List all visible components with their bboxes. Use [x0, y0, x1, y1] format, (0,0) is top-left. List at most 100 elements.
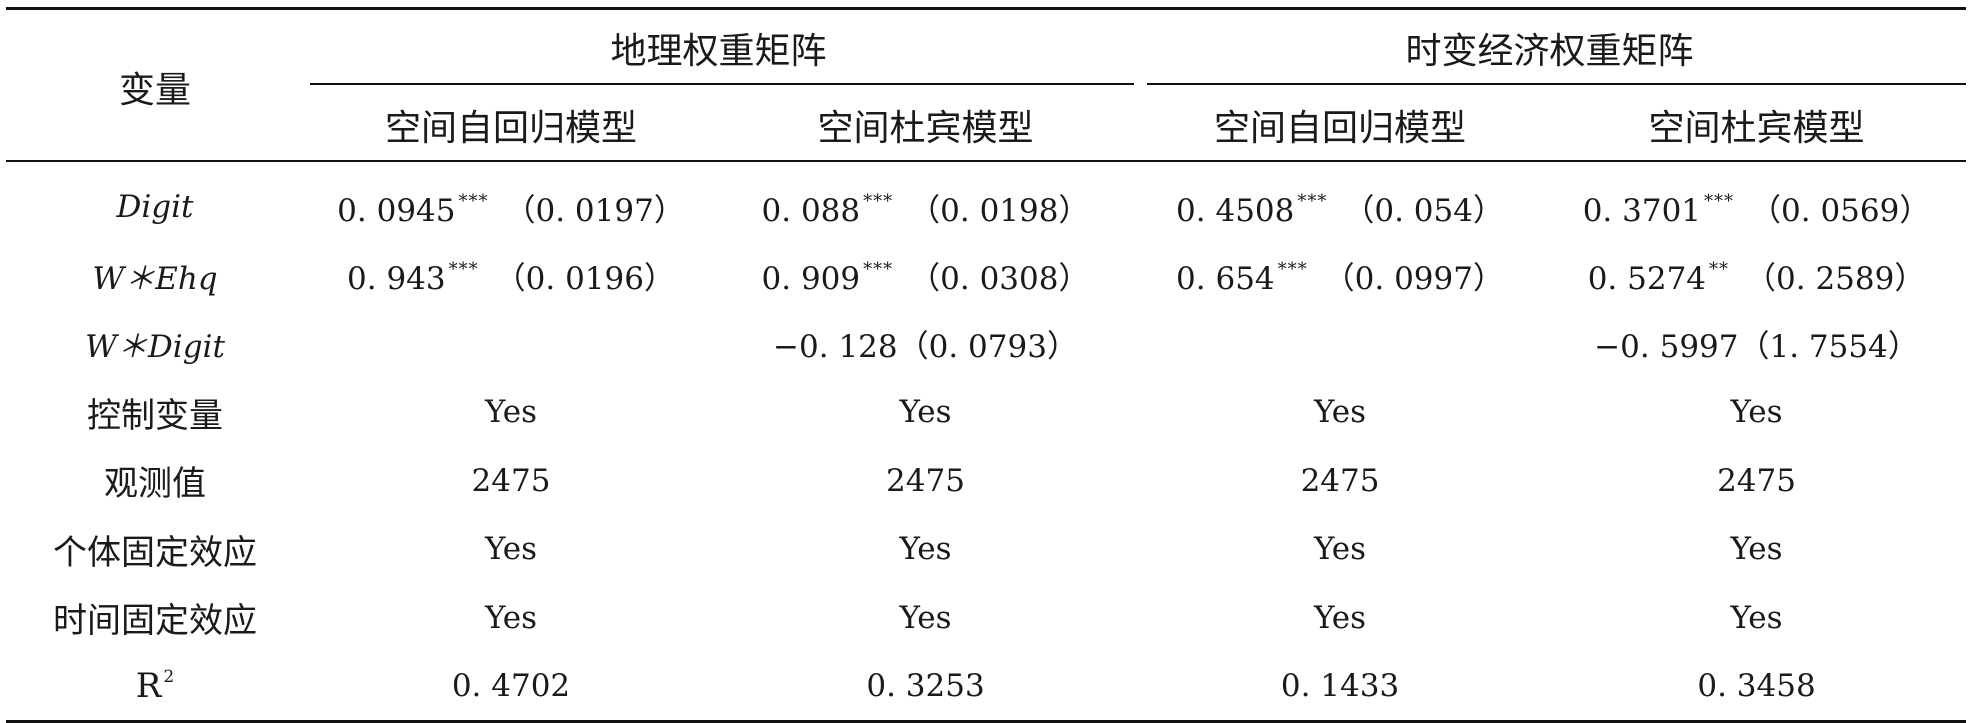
table-cell: 2475	[1547, 447, 1966, 515]
standard-error: （0. 0198）	[909, 192, 1090, 229]
row-label-text: 个体固定效应	[53, 532, 257, 573]
cell-text: 0. 4702	[451, 667, 571, 704]
row-label: W＊Ehq	[6, 241, 304, 309]
table-header: 变量 地理权重矩阵 时变经济权重矩阵 空间自回归模型 空间杜宾模型 空间自回归模…	[6, 9, 1966, 164]
table-cell: Yes	[718, 515, 1133, 583]
cell-text: Yes	[1730, 599, 1783, 636]
significance-stars: ***	[1704, 190, 1735, 212]
table-row: W＊Ehq 0. 943 *** （0. 0196） 0. 909 *** （0. 0308…	[6, 241, 1966, 309]
table-cell: Yes	[718, 378, 1133, 446]
coefficient-value: 0. 4508	[1176, 192, 1295, 229]
cell-text: Yes	[1314, 599, 1367, 636]
cell-text: 0. 3458	[1697, 667, 1816, 704]
row-label: 时间固定效应	[6, 583, 304, 651]
group-rule-economic	[1147, 83, 1966, 85]
table-cell: Yes	[304, 515, 718, 583]
cell-text: 0. 1433	[1280, 667, 1400, 704]
row-label-text: 时间固定效应	[53, 601, 257, 642]
table-cell	[304, 310, 718, 378]
table-row: 个体固定效应 Yes Yes Yes Yes	[6, 515, 1966, 583]
table-row: 观测值 2475 2475 2475 2475	[6, 447, 1966, 515]
cell-text: 2475	[886, 462, 965, 499]
standard-error: （0. 0196）	[494, 261, 675, 298]
group-header-geographic: 地理权重矩阵	[610, 31, 827, 72]
model-header: 空间自回归模型	[384, 107, 637, 149]
coefficient-value: 0. 088	[761, 192, 861, 229]
row-label: 控制变量	[6, 378, 304, 446]
header-bottom-rule	[6, 160, 1966, 162]
standard-error: （0. 2589）	[1745, 261, 1926, 298]
table-cell: Yes	[718, 583, 1133, 651]
table-row: 时间固定效应 Yes Yes Yes Yes	[6, 583, 1966, 651]
standard-error: （0. 054）	[1343, 192, 1504, 229]
significance-stars: ***	[1297, 190, 1328, 212]
cell-text: 2475	[471, 462, 551, 499]
table-cell: 0. 4508 *** （0. 054）	[1133, 163, 1547, 241]
table-cell: 0. 909 *** （0. 0308）	[718, 241, 1133, 309]
standard-error: （0. 0308）	[909, 261, 1090, 298]
table-cell: 0. 5274 ** （0. 2589）	[1547, 241, 1966, 309]
row-label-text: 控制变量	[87, 395, 223, 436]
table-row: R 2 0. 4702 0. 3253 0. 1433 0. 3458	[6, 652, 1966, 722]
variable-column-header: 变量	[118, 69, 191, 111]
coefficient-value: 0. 654	[1176, 261, 1275, 298]
table-cell: 2475	[1133, 447, 1547, 515]
cell-text: Yes	[899, 394, 952, 431]
table-row: 控制变量 Yes Yes Yes Yes	[6, 378, 1966, 446]
table-cell	[1133, 310, 1547, 378]
standard-error: （0. 0197）	[504, 192, 685, 229]
cell-text: Yes	[1730, 531, 1783, 568]
row-label-text: R	[135, 665, 162, 706]
coefficient-value: 0. 943	[347, 261, 446, 298]
table-row: W＊Digit −0. 128（0. 0793） −0. 5997（1. 7554）	[6, 310, 1966, 378]
coefficient-value: 0. 0945	[337, 192, 456, 229]
table-cell: 2475	[304, 447, 718, 515]
table-cell: Yes	[1547, 583, 1966, 651]
row-label-text: W＊Ehq	[92, 261, 218, 298]
cell-text: Yes	[484, 394, 538, 431]
model-header: 空间杜宾模型	[817, 107, 1034, 149]
group-rule-geographic	[310, 83, 1134, 85]
cell-text: Yes	[899, 599, 952, 636]
significance-stars: **	[1709, 259, 1730, 281]
table-body: Digit 0. 0945 *** （0. 0197） 0. 088 *** （0. 019…	[6, 163, 1966, 722]
cell-text: Yes	[484, 531, 538, 568]
cell-text: Yes	[899, 531, 952, 568]
cell-text: Yes	[1314, 394, 1367, 431]
significance-stars: ***	[458, 190, 489, 212]
table-cell: 0. 3253	[718, 652, 1133, 722]
table-cell: 0. 088 *** （0. 0198）	[718, 163, 1133, 241]
cell-text: Yes	[484, 599, 538, 636]
table-cell: 0. 0945 *** （0. 0197）	[304, 163, 718, 241]
table-cell: 0. 3701 *** （0. 0569）	[1547, 163, 1966, 241]
cell-text: Yes	[1314, 531, 1367, 568]
cell-text: 0. 3253	[866, 667, 985, 704]
table-cell: Yes	[304, 583, 718, 651]
regression-table-container: 变量 地理权重矩阵 时变经济权重矩阵 空间自回归模型 空间杜宾模型 空间自回归模…	[6, 7, 1967, 723]
significance-stars: ***	[1277, 259, 1308, 281]
significance-stars: ***	[863, 190, 894, 212]
table-cell: Yes	[1133, 515, 1547, 583]
table-cell: Yes	[1547, 515, 1966, 583]
table-cell: 2475	[718, 447, 1133, 515]
table-cell: Yes	[1547, 378, 1966, 446]
cell-text: 2475	[1300, 462, 1380, 499]
coefficient-value: 0. 909	[761, 261, 861, 298]
coefficient-value: 0. 3701	[1582, 192, 1702, 229]
model-header: 空间自回归模型	[1214, 107, 1467, 149]
table-cell: −0. 128（0. 0793）	[718, 310, 1133, 378]
table-cell: Yes	[304, 378, 718, 446]
row-label: 个体固定效应	[6, 515, 304, 583]
regression-results-table: 变量 地理权重矩阵 时变经济权重矩阵 空间自回归模型 空间杜宾模型 空间自回归模…	[6, 7, 1967, 723]
cell-text: Yes	[1730, 394, 1783, 431]
row-label: 观测值	[6, 447, 304, 515]
standard-error: （0. 0997）	[1323, 261, 1504, 298]
row-label-text: 观测值	[104, 464, 206, 505]
significance-stars: ***	[448, 259, 479, 281]
row-label: Digit	[6, 163, 304, 241]
table-cell: Yes	[1133, 583, 1547, 651]
model-header: 空间杜宾模型	[1648, 107, 1865, 149]
row-label-text: W＊Digit	[85, 329, 225, 366]
table-cell: 0. 3458	[1547, 652, 1966, 722]
